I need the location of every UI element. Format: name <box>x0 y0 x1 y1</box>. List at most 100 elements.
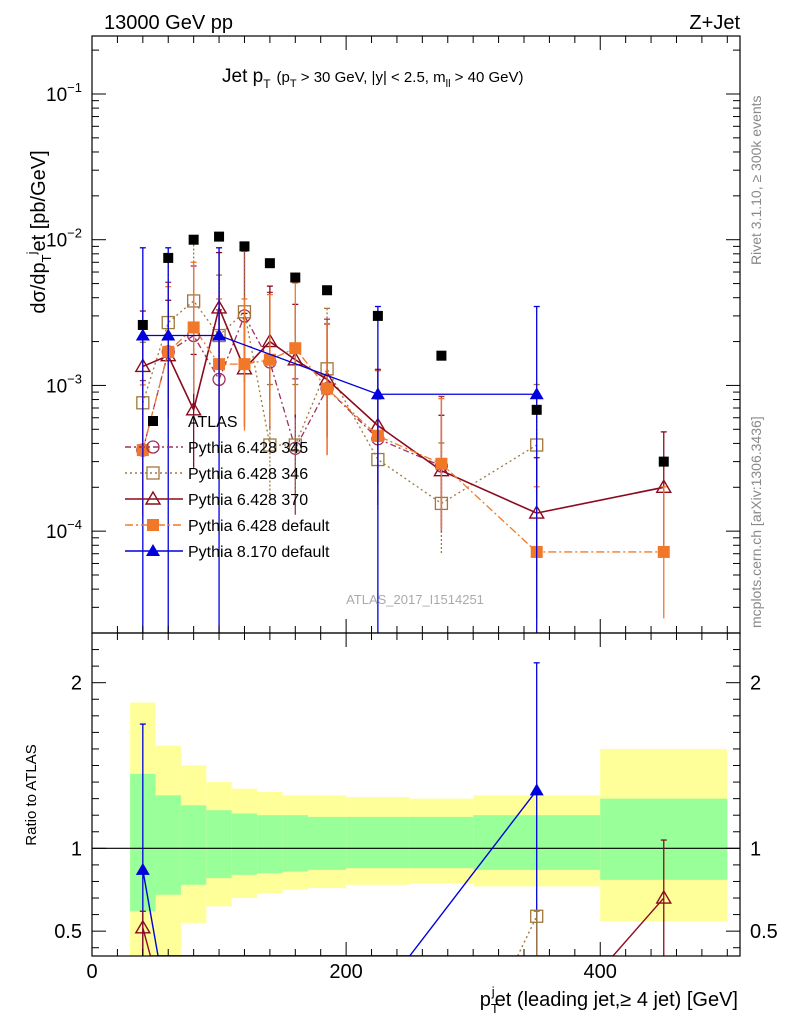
ratio-marker <box>530 909 544 923</box>
data-layer-ratio <box>92 662 740 956</box>
legend-label: Pythia 6.428 345 <box>188 440 308 457</box>
ratio-line <box>150 955 152 956</box>
ratio-series-p345 <box>150 955 152 956</box>
data-marker <box>214 231 225 242</box>
data-layer-main <box>134 231 672 633</box>
data-marker <box>658 456 669 467</box>
x-axis: 0 200 400 <box>86 36 728 983</box>
ratio-frame <box>91 632 741 957</box>
y-tick-label: 10−2 <box>46 226 82 252</box>
data-marker <box>436 350 447 361</box>
uncertainty-band-inner <box>257 815 283 874</box>
uncertainty-band-inner <box>155 795 181 895</box>
plot-title: Jet pT (pT > 30 GeV, |y| < 2.5, mll > 40 … <box>222 66 523 91</box>
legend-label: Pythia 6.428 370 <box>188 492 308 509</box>
series-marker <box>135 328 150 341</box>
series-p8 <box>135 247 544 633</box>
ratio-point-p370 <box>134 910 152 956</box>
series-line <box>142 299 538 505</box>
legend-entry: Pythia 6.428 345 <box>125 440 308 457</box>
rivet-label: Rivet 3.1.10, ≥ 300k events <box>748 95 764 265</box>
series-marker <box>212 328 227 341</box>
ratio-y-label: Ratio to ATLAS <box>23 744 40 845</box>
uncertainty-band-inner <box>231 813 258 875</box>
legend-entry: Pythia 6.428 default <box>125 518 330 535</box>
series-marker <box>161 328 176 341</box>
series-line <box>142 314 442 467</box>
ratio-tick-label-left: 1 <box>71 838 82 860</box>
series-marker <box>263 353 276 366</box>
series-line <box>142 334 537 395</box>
ratio-series-p370 <box>142 897 665 956</box>
data-marker <box>188 234 199 245</box>
ratio-panel: 0.5 0.5 1 1 2 2 Ratio to ATLAS <box>23 632 778 957</box>
ratio-marker <box>529 783 544 796</box>
x-tick-label: 0 <box>86 961 97 983</box>
series-marker <box>657 545 670 558</box>
data-marker <box>239 241 250 252</box>
legend-marker <box>146 466 160 480</box>
ratio-point-p8 <box>529 662 544 956</box>
ratio-clipped <box>92 662 740 956</box>
ratio-tick-label-left: 0.5 <box>54 921 82 943</box>
ratio-tick-label-right: 0.5 <box>750 921 778 943</box>
ratio-marker <box>134 919 152 934</box>
analysis-watermark: ATLAS_2017_I1514251 <box>346 592 484 607</box>
y-axis-label: dσ/dpTjet [pb/GeV] <box>24 150 54 313</box>
ratio-series-p8 <box>142 789 538 956</box>
ratio-tick-label-right: 1 <box>750 838 761 860</box>
uncertainty-band-inner <box>180 805 207 885</box>
y-tick-label: 10−1 <box>46 80 82 106</box>
series-marker <box>370 387 385 400</box>
series-marker <box>529 387 544 400</box>
legend-marker <box>146 440 160 454</box>
ratio-tick-label-right: 2 <box>750 673 761 695</box>
data-marker <box>163 252 174 263</box>
ratio-marker <box>135 862 150 875</box>
data-marker <box>137 319 148 330</box>
series-marker <box>263 438 277 452</box>
ratio-line <box>142 897 665 956</box>
main-clipped <box>134 231 672 633</box>
legend-label: Pythia 6.428 346 <box>188 466 308 483</box>
series-atlas <box>137 231 669 467</box>
y-tick-label: 10−4 <box>46 517 82 543</box>
legend-entry: Pythia 6.428 346 <box>125 466 308 483</box>
uncertainty-band-inner <box>308 816 347 870</box>
x-tick-label: 200 <box>329 961 362 983</box>
uncertainty-band-inner <box>206 810 232 879</box>
ratio-line <box>142 789 538 956</box>
mcplots-label: mcplots.cern.ch [arXiv:1306.3436] <box>748 416 764 628</box>
legend-entry: Pythia 6.428 370 <box>125 490 308 509</box>
ratio-marker <box>655 889 672 904</box>
process-label: Z+Jet <box>689 12 740 34</box>
ratio-point-p346 <box>530 909 544 956</box>
ratio-tick-label-left: 2 <box>71 673 82 695</box>
ratio-point-p370 <box>655 839 672 956</box>
series-marker <box>187 321 200 334</box>
series-marker <box>238 358 251 371</box>
data-marker <box>372 310 383 321</box>
legend-marker <box>148 416 158 426</box>
uncertainty-band-inner <box>346 816 410 869</box>
main-panel: 10−1 10−2 10−3 10−4 Jet pT (pT > 30 GeV, |y|… <box>24 35 741 634</box>
series-marker <box>321 382 334 395</box>
series-marker <box>185 401 202 416</box>
legend-marker <box>146 544 160 556</box>
legend-label: ATLAS <box>188 414 238 431</box>
x-tick-label: 400 <box>584 961 617 983</box>
data-marker <box>290 272 301 283</box>
uncertainty-band-inner <box>282 815 308 872</box>
legend-marker <box>144 490 162 505</box>
x-axis-label: pTjet (leading jet,≥ 4 jet) [GeV] <box>480 984 738 1016</box>
data-marker <box>531 404 542 415</box>
main-axis-ticks: 10−1 10−2 10−3 10−4 <box>46 49 740 634</box>
uncertainty-band-inner <box>409 816 474 869</box>
legend-entry: ATLAS <box>148 414 238 431</box>
legend: ATLAS Pythia 6.428 345 Pythia 6.428 346 Pyt… <box>125 414 330 561</box>
data-marker <box>322 285 333 296</box>
legend-label: Pythia 8.170 default <box>188 544 330 561</box>
series-marker <box>288 438 302 452</box>
ratio-axis-ticks: 0.5 0.5 1 1 2 2 <box>54 649 778 949</box>
